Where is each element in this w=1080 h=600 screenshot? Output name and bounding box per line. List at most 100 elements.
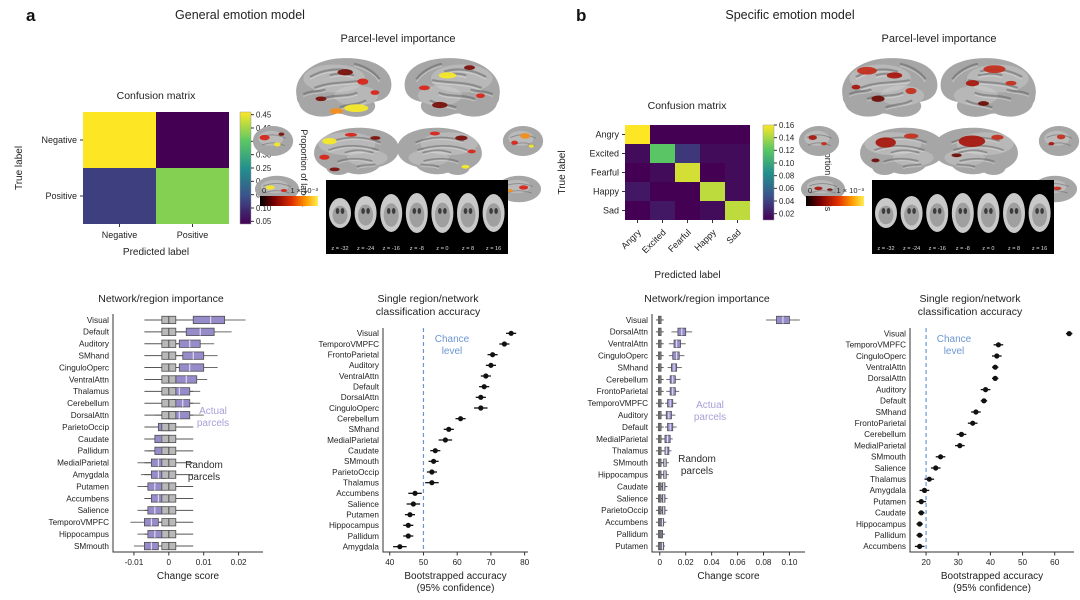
svg-text:Auditory: Auditory [876, 385, 907, 394]
svg-text:FrontoParietal: FrontoParietal [328, 350, 380, 359]
svg-text:SMhand: SMhand [79, 351, 110, 360]
svg-text:Pallidum: Pallidum [348, 532, 380, 541]
svg-text:Salience: Salience [617, 494, 649, 503]
svg-text:0.10: 0.10 [256, 204, 272, 213]
svg-text:Amygdala: Amygdala [343, 542, 380, 551]
svg-text:Predicted label: Predicted label [123, 247, 189, 258]
svg-text:level: level [442, 346, 463, 357]
svg-text:0.12: 0.12 [779, 146, 794, 155]
svg-text:Fearful: Fearful [591, 168, 619, 178]
svg-text:Proportion of labels: Proportion of labels [823, 134, 833, 212]
confusion-matrix-general: Confusion matrix Negative Positive Negative… [14, 90, 309, 258]
svg-text:Chance: Chance [435, 334, 470, 345]
svg-text:Putamen: Putamen [873, 497, 906, 506]
svg-text:Default: Default [880, 397, 907, 406]
network-importance-boxplot-general: Network/region importance Visual Default Au… [48, 293, 263, 582]
parcel-importance-brains-general: Parcel-level importance 0 1 × 10⁻³ z = -32 z… [252, 33, 544, 254]
svg-text:Pallidum: Pallidum [78, 447, 110, 456]
svg-text:Hippocampus: Hippocampus [59, 530, 109, 539]
svg-text:1 × 10⁻³: 1 × 10⁻³ [290, 186, 318, 195]
svg-text:30: 30 [954, 558, 964, 567]
svg-text:Cerebellum: Cerebellum [337, 414, 379, 423]
svg-text:1 × 10⁻³: 1 × 10⁻³ [836, 186, 864, 195]
svg-text:DorsalAttn: DorsalAttn [71, 411, 110, 420]
svg-text:Cerebellum: Cerebellum [606, 375, 648, 384]
svg-text:SMmouth: SMmouth [344, 457, 379, 466]
svg-text:0.06: 0.06 [779, 184, 794, 193]
svg-text:Proportion of labels: Proportion of labels [299, 129, 309, 207]
parcel-importance-brains-specific: Parcel-level importance 0 1 × 10⁻³ z = -32 z… [798, 33, 1080, 254]
svg-text:True label: True label [557, 150, 568, 194]
svg-text:Confusion matrix: Confusion matrix [648, 100, 728, 112]
svg-text:0.40: 0.40 [256, 124, 272, 133]
panel-a-label: a [26, 6, 36, 25]
svg-text:Parcel-level importance: Parcel-level importance [882, 33, 997, 45]
svg-text:Caudate: Caudate [617, 482, 648, 491]
svg-text:SMmouth: SMmouth [74, 542, 109, 551]
svg-text:0.35: 0.35 [256, 137, 272, 146]
panel-b-label: b [576, 6, 587, 25]
svg-text:DorsalAttn: DorsalAttn [610, 328, 649, 337]
svg-text:50: 50 [1018, 558, 1028, 567]
svg-text:0.05: 0.05 [256, 217, 272, 226]
svg-text:-0.01: -0.01 [125, 558, 144, 567]
svg-text:FrontoParietal: FrontoParietal [597, 387, 649, 396]
svg-text:Actual: Actual [199, 406, 227, 417]
svg-text:Change score: Change score [697, 571, 760, 582]
svg-text:SMhand: SMhand [876, 408, 907, 417]
svg-text:0: 0 [262, 186, 266, 195]
svg-text:Caudate: Caudate [78, 435, 109, 444]
svg-text:Putamen: Putamen [76, 482, 109, 491]
svg-text:Auditory: Auditory [79, 340, 110, 349]
svg-text:parcels: parcels [197, 418, 229, 429]
svg-text:60: 60 [453, 558, 463, 567]
svg-text:Pallidum: Pallidum [875, 531, 907, 540]
svg-text:parcels: parcels [188, 472, 220, 483]
svg-text:Amygdala: Amygdala [73, 470, 110, 479]
svg-text:0.14: 0.14 [779, 133, 795, 142]
svg-text:60: 60 [1050, 558, 1060, 567]
svg-text:Visual: Visual [87, 316, 109, 325]
svg-text:0.10: 0.10 [779, 159, 795, 168]
svg-text:0.02: 0.02 [231, 558, 247, 567]
svg-text:Predicted label: Predicted label [654, 270, 720, 281]
svg-text:0.02: 0.02 [779, 209, 794, 218]
svg-text:z = -24: z = -24 [357, 246, 374, 252]
svg-text:0.04: 0.04 [779, 197, 795, 206]
svg-text:z = 16: z = 16 [1032, 246, 1047, 252]
svg-text:Pallidum: Pallidum [617, 530, 649, 539]
svg-text:Default: Default [353, 382, 380, 391]
svg-text:Parcel-level importance: Parcel-level importance [341, 33, 456, 45]
svg-text:0.08: 0.08 [756, 558, 772, 567]
svg-text:40: 40 [986, 558, 996, 567]
svg-text:Salience: Salience [348, 500, 380, 509]
svg-text:z = 0: z = 0 [982, 246, 994, 252]
svg-text:Auditory: Auditory [349, 361, 380, 370]
svg-text:0.01: 0.01 [196, 558, 212, 567]
svg-text:Hippocampus: Hippocampus [856, 520, 906, 529]
svg-text:70: 70 [486, 558, 496, 567]
svg-text:SMmouth: SMmouth [871, 453, 906, 462]
svg-text:Single region/network: Single region/network [378, 293, 480, 305]
svg-text:0.10: 0.10 [781, 558, 797, 567]
svg-text:Angry: Angry [619, 227, 643, 251]
svg-text:classification accuracy: classification accuracy [376, 306, 481, 318]
svg-text:Actual: Actual [696, 400, 724, 411]
svg-text:CinguloOperc: CinguloOperc [59, 363, 109, 372]
svg-text:MedialParietal: MedialParietal [854, 441, 906, 450]
svg-text:TemporoVMPFC: TemporoVMPFC [48, 518, 109, 527]
svg-text:CinguloOperc: CinguloOperc [329, 404, 379, 413]
svg-text:Angry: Angry [595, 130, 619, 140]
svg-text:z = -32: z = -32 [877, 246, 894, 252]
svg-text:Hippocampus: Hippocampus [329, 521, 379, 530]
svg-text:level: level [944, 346, 965, 357]
svg-text:Chance: Chance [937, 334, 972, 345]
svg-text:SMmouth: SMmouth [613, 459, 648, 468]
svg-text:20: 20 [922, 558, 932, 567]
svg-text:z = 0: z = 0 [436, 246, 448, 252]
confusion-matrix-specific: Confusion matrixAngryExcitedFearfulHappy… [557, 100, 833, 281]
svg-text:Happy: Happy [692, 227, 718, 253]
